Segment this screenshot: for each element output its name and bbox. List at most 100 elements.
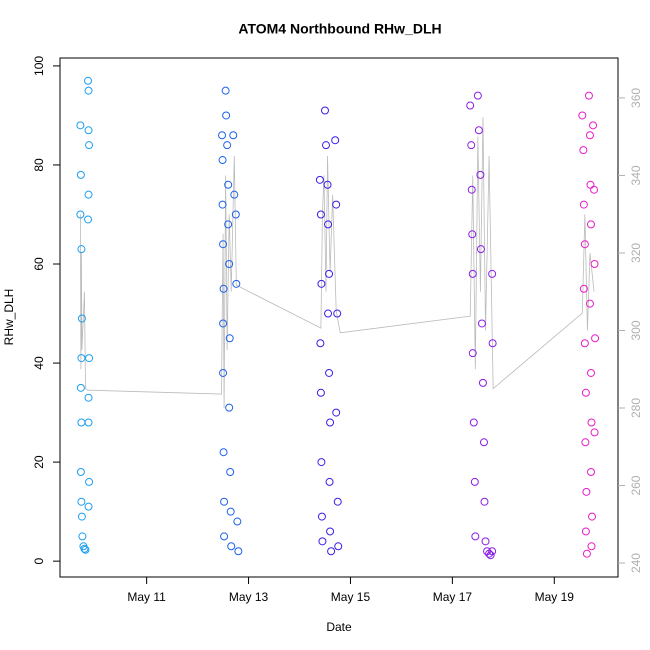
- data-point: [591, 334, 600, 343]
- data-point: [588, 512, 597, 521]
- data-point: [579, 200, 588, 209]
- data-point: [226, 468, 235, 477]
- data-point: [227, 542, 236, 551]
- y-tick-label: 0: [32, 557, 46, 564]
- data-point: [225, 403, 234, 412]
- data-point: [589, 121, 598, 130]
- data-point: [78, 532, 87, 541]
- data-point: [317, 458, 326, 467]
- data-point: [81, 545, 90, 554]
- data-point: [84, 126, 93, 135]
- data-point: [218, 156, 227, 165]
- data-point: [333, 309, 342, 318]
- data-point: [477, 319, 486, 328]
- data-point: [316, 210, 325, 219]
- y2-tick-label: 240: [629, 553, 643, 573]
- x-tick-label: May 17: [433, 590, 473, 604]
- y-tick-label: 40: [32, 356, 46, 370]
- data-point: [326, 418, 335, 427]
- data-point: [77, 512, 86, 521]
- data-point: [476, 170, 485, 179]
- x-tick-label: May 13: [229, 590, 269, 604]
- data-point: [580, 339, 589, 348]
- data-point: [76, 383, 85, 392]
- data-point: [334, 542, 343, 551]
- data-point: [586, 368, 595, 377]
- data-point: [222, 111, 231, 120]
- x-tick-label: May 19: [535, 590, 575, 604]
- data-point: [580, 240, 589, 249]
- data-point: [84, 393, 93, 402]
- data-point: [77, 314, 86, 323]
- data-point: [582, 487, 591, 496]
- data-point: [324, 220, 333, 229]
- data-point: [325, 477, 334, 486]
- data-point: [84, 502, 93, 511]
- data-point: [232, 279, 241, 288]
- data-point: [224, 180, 233, 189]
- data-point: [224, 220, 233, 229]
- data-point: [468, 269, 477, 278]
- data-point: [486, 551, 495, 560]
- data-point: [471, 532, 480, 541]
- y2-tick-label: 260: [629, 475, 643, 495]
- data-point: [587, 542, 596, 551]
- data-point: [219, 240, 228, 249]
- data-point: [488, 269, 497, 278]
- data-point: [220, 497, 229, 506]
- data-point: [77, 354, 86, 363]
- data-point: [585, 131, 594, 140]
- y-tick-label: 60: [32, 257, 46, 271]
- data-point: [579, 284, 588, 293]
- y-axis-label: RHw_DLH: [2, 289, 16, 346]
- y2-tick-label: 340: [629, 165, 643, 185]
- y2-tick-label: 320: [629, 243, 643, 263]
- plot-frame: [59, 57, 619, 578]
- data-point: [218, 200, 227, 209]
- data-point: [84, 76, 93, 85]
- data-point: [322, 141, 331, 150]
- data-point: [316, 339, 325, 348]
- data-point: [225, 334, 234, 343]
- data-point: [318, 537, 327, 546]
- data-point: [584, 91, 593, 100]
- data-point: [467, 141, 476, 150]
- data-point: [85, 477, 94, 486]
- data-point: [76, 468, 85, 477]
- data-point: [581, 438, 590, 447]
- y2-tick-label: 360: [629, 88, 643, 108]
- y-tick-label: 80: [32, 158, 46, 172]
- data-point: [581, 527, 590, 536]
- data-point: [488, 547, 497, 556]
- data-point: [469, 418, 478, 427]
- data-point: [85, 354, 94, 363]
- data-point: [84, 418, 93, 427]
- data-point: [481, 537, 490, 546]
- data-point: [225, 260, 234, 269]
- data-point: [77, 245, 86, 254]
- data-point: [219, 368, 228, 377]
- data-point: [590, 428, 599, 437]
- data-point: [478, 378, 487, 387]
- data-point: [333, 497, 342, 506]
- data-point: [219, 319, 228, 328]
- data-point: [332, 200, 341, 209]
- data-point: [234, 547, 243, 556]
- x-axis-label: Date: [326, 620, 352, 634]
- y-tick-label: 20: [32, 455, 46, 469]
- data-line: [79, 117, 595, 409]
- data-point: [582, 549, 591, 558]
- data-point: [226, 507, 235, 516]
- data-point: [479, 438, 488, 447]
- data-point: [219, 448, 228, 457]
- data-point: [223, 141, 232, 150]
- data-point: [326, 527, 335, 536]
- data-point: [466, 101, 475, 110]
- data-point: [325, 269, 334, 278]
- data-point: [468, 349, 477, 358]
- data-point: [316, 388, 325, 397]
- data-point: [85, 141, 94, 150]
- data-point: [590, 260, 599, 269]
- y-tick-label: 100: [32, 56, 46, 76]
